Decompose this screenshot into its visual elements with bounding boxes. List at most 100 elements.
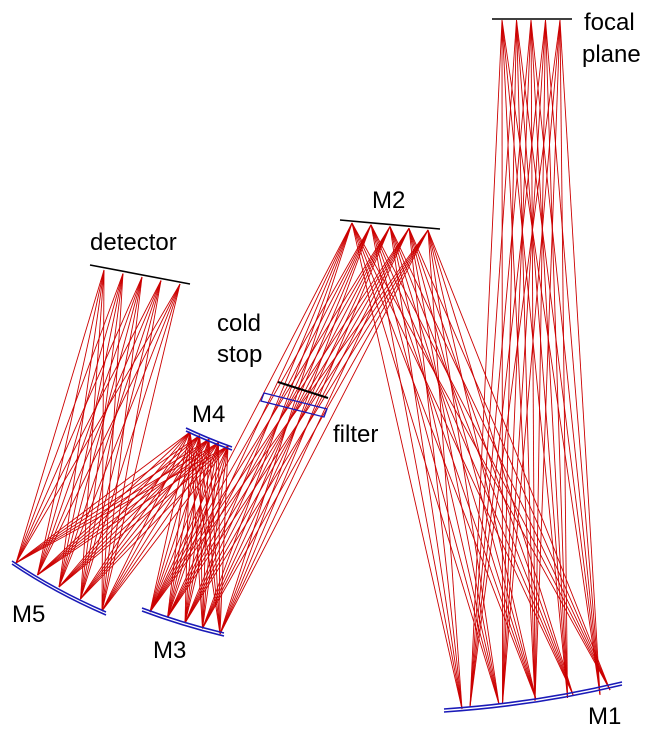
- ray-segment: [167, 438, 210, 618]
- ray-segment: [501, 19, 568, 699]
- ray-segment: [202, 445, 229, 629]
- ray-segment: [15, 283, 181, 564]
- ray-segment: [408, 228, 611, 691]
- ray-segment: [219, 445, 229, 635]
- ray-segment: [189, 431, 221, 635]
- ray-segment: [15, 276, 143, 564]
- ray-segment: [501, 19, 536, 702]
- ray-segment: [58, 438, 210, 588]
- ray-segment: [351, 222, 500, 705]
- ray-segment: [199, 435, 203, 629]
- ray-segment: [58, 269, 105, 588]
- mirror-m4: [185, 427, 233, 448]
- ray-segment: [502, 19, 517, 705]
- label-m1: M1: [588, 703, 621, 729]
- label-m5: M5: [12, 601, 45, 628]
- ray-segment: [530, 19, 536, 702]
- ray-segment: [389, 226, 500, 705]
- ray-segment: [370, 224, 537, 700]
- mirror-m5-back: [11, 563, 107, 616]
- ray-segment: [37, 280, 162, 576]
- ray-segment: [101, 445, 229, 612]
- ray-segment: [101, 280, 162, 612]
- ray-segment: [101, 276, 143, 612]
- ray-segment: [37, 269, 105, 576]
- ray-bundle: [15, 19, 611, 710]
- ray-segment: [167, 442, 219, 618]
- ray-segment: [202, 442, 219, 629]
- ray-segment: [208, 438, 221, 635]
- mirror-m1: [443, 684, 623, 713]
- ray-segment: [202, 229, 429, 629]
- ray-segment: [167, 445, 229, 618]
- ray-segment: [199, 435, 221, 635]
- ray-segment: [149, 445, 229, 613]
- mirror-m2: [339, 219, 441, 230]
- mirror-m1-back: [443, 681, 623, 710]
- ray-segment: [184, 442, 219, 624]
- ray-segment: [58, 280, 162, 588]
- label-m2: M2: [372, 187, 405, 214]
- ray-segment: [80, 283, 181, 600]
- ray-segment: [202, 438, 210, 629]
- ray-segment: [516, 19, 568, 699]
- detector-plane: [89, 264, 191, 285]
- mirror-m3: [141, 607, 225, 634]
- label-m4: M4: [192, 401, 225, 428]
- ray-segment: [15, 280, 162, 564]
- ray-segment: [15, 445, 229, 564]
- ray-segment: [184, 229, 429, 624]
- ray-segment: [149, 438, 210, 613]
- ray-segment: [80, 276, 143, 600]
- ray-segment: [58, 273, 124, 588]
- ray-segment: [530, 19, 601, 696]
- label-m3: M3: [153, 637, 186, 664]
- ray-segment: [559, 19, 601, 696]
- ray-segment: [167, 435, 200, 618]
- ray-segment: [149, 226, 391, 613]
- ray-segment: [149, 227, 410, 613]
- ray-segment: [37, 276, 143, 576]
- filter-element: [260, 392, 328, 418]
- ray-segment: [218, 442, 221, 635]
- ray-segment: [37, 273, 124, 576]
- ray-segment: [502, 19, 561, 705]
- ray-segment: [370, 224, 611, 691]
- ray-segment: [149, 435, 200, 613]
- ray-segment: [80, 280, 162, 600]
- ray-segment: [15, 442, 219, 564]
- ray-segment: [530, 19, 568, 699]
- ray-segment: [370, 224, 574, 695]
- ray-segment: [15, 273, 124, 564]
- label-detector: detector: [90, 229, 177, 256]
- ray-segment: [58, 431, 191, 588]
- ray-segment: [501, 19, 601, 696]
- ray-segment: [408, 228, 574, 695]
- ray-segment: [80, 445, 229, 600]
- ray-segment: [389, 226, 611, 691]
- ray-segment: [149, 442, 219, 613]
- mirror-m3-back: [141, 610, 225, 637]
- ray-segment: [15, 438, 210, 564]
- ray-segment: [469, 19, 532, 708]
- ray-segment: [545, 19, 601, 696]
- label-cold-stop-line2: stop: [217, 341, 262, 368]
- ray-segment: [58, 435, 200, 588]
- ray-segment: [37, 283, 181, 576]
- label-cold-stop-line1: cold: [217, 310, 261, 337]
- ray-segment: [559, 19, 568, 699]
- ray-segment: [37, 445, 229, 576]
- ray-segment: [469, 19, 561, 708]
- mirror-m4-back: [185, 430, 233, 451]
- ray-segment: [37, 431, 191, 576]
- ray-segment: [219, 229, 429, 635]
- label-focal-plane-line1: focal: [584, 9, 635, 36]
- ray-segment: [80, 442, 219, 600]
- ray-segment: [101, 273, 124, 612]
- mirror-m5: [11, 560, 107, 613]
- cold-stop: [277, 381, 329, 399]
- ray-segment: [351, 222, 574, 695]
- ray-segment: [351, 222, 611, 691]
- ray-segment: [189, 431, 203, 629]
